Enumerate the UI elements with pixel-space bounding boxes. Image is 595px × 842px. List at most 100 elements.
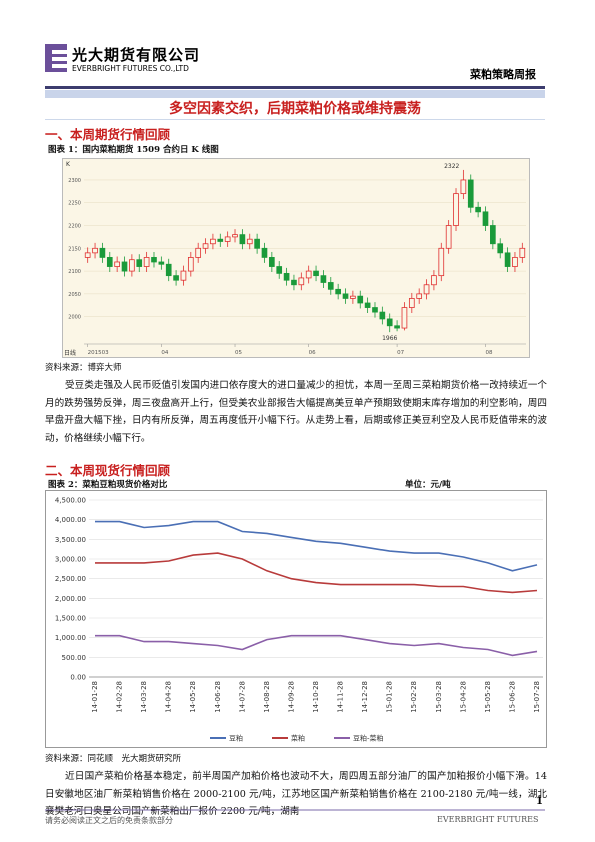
section-heading: 二、本周现货行情回顾 <box>45 463 171 478</box>
candle-body <box>291 279 297 286</box>
candle-body <box>143 257 150 267</box>
figure-source: 资料来源：同花顺 光大期货研究所 <box>45 754 182 764</box>
candle-body <box>99 247 106 258</box>
annotation: 1966 <box>382 335 397 342</box>
candle-body <box>305 270 312 279</box>
candle-body <box>438 247 445 277</box>
y-tick-label: 2200 <box>68 224 81 230</box>
candle-body <box>254 238 260 249</box>
y-tick-label: 3,000.00 <box>55 556 86 564</box>
company-name: 光大期货有限公司 <box>72 46 201 64</box>
candle-body <box>453 193 459 226</box>
candle-body <box>423 284 430 295</box>
disclaimer: 请务必阅读正文之后的免责条款部分 <box>45 816 173 825</box>
company-name-en: EVERBRIGHT FUTURES CO.,LTD <box>72 64 189 73</box>
x-tick-label: 15-03-28 <box>435 681 443 713</box>
x-axis-label: 日线 <box>64 349 76 357</box>
y-tick-label: 1,500.00 <box>55 615 86 623</box>
y-tick-label: 2300 <box>68 178 81 184</box>
candle-body <box>84 252 91 258</box>
candle-body <box>298 277 305 286</box>
candle-body <box>202 243 209 249</box>
x-tick-label: 14-06-28 <box>214 681 222 713</box>
x-tick-label: 15-06-28 <box>508 681 516 713</box>
series-line <box>95 520 538 572</box>
candle-body <box>504 252 511 267</box>
paragraph: 受豆类走强及人民币贬值引发国内进口依存度大的进口量减少的担忧，本周一至周三菜粕期… <box>45 380 547 444</box>
candle-body <box>357 295 364 304</box>
page-number: 1 <box>536 796 543 807</box>
logo-stripe <box>52 64 67 68</box>
candle-body <box>350 295 356 299</box>
series-line <box>95 634 538 657</box>
y-tick-label: 2250 <box>68 201 81 207</box>
candle-body <box>490 225 496 245</box>
candle-body <box>217 238 224 242</box>
candle-body <box>379 311 386 320</box>
x-tick-label: 14-02-28 <box>116 681 124 713</box>
legend-label: 菜粕 <box>291 734 305 743</box>
x-tick-label: 15-04-28 <box>459 681 467 713</box>
y-tick-label: 1,000.00 <box>55 634 86 642</box>
y-tick-label: 3,500.00 <box>55 536 86 544</box>
candle-body <box>92 247 98 254</box>
figure-unit: 单位：元/吨 <box>405 480 451 490</box>
x-tick-label: 15-05-28 <box>484 681 492 713</box>
x-tick-label: 14-03-28 <box>140 681 148 713</box>
y-tick-label: 500.00 <box>62 654 87 662</box>
candle-body <box>195 247 202 258</box>
header-band <box>45 90 545 98</box>
candle-body <box>342 293 349 299</box>
candle-body <box>276 266 283 274</box>
candle-body <box>519 247 526 258</box>
plot-bg <box>62 158 530 358</box>
figure-source: 资料来源：博弈大师 <box>45 363 122 373</box>
candle-body <box>114 261 120 267</box>
y-tick-label: 2050 <box>68 292 81 298</box>
candle-body <box>269 257 275 267</box>
candle-body <box>246 238 253 245</box>
candle-body <box>460 179 467 195</box>
section-heading: 一、本周期货行情回顾 <box>45 127 171 142</box>
x-tick-label: 07 <box>397 350 404 356</box>
doc-title: 多空因素交织，后期菜粕价格或维持震荡 <box>169 101 421 117</box>
x-tick-label: 14-08-28 <box>263 681 271 713</box>
header-graphics <box>45 44 545 120</box>
line-chart: 0.00 500.00 1,000.00 1,500.00 2,000.00 2,500.… <box>45 490 547 748</box>
x-tick-label: 14-04-28 <box>165 681 173 713</box>
candle-body <box>151 257 157 263</box>
x-tick-label: 201503 <box>88 350 109 356</box>
report-type: 菜粕策略周报 <box>470 68 536 81</box>
logo-stripe <box>52 57 67 61</box>
candlestick-chart: 2000 2050 2100 2150 2200 2250 2300 K 日线 201503 04 0… <box>62 158 530 358</box>
candle-body <box>372 307 378 313</box>
y-tick-label: 4,000.00 <box>55 516 86 524</box>
legend-label: 豆粕-菜粕 <box>353 734 384 743</box>
x-tick-label: 15-07-28 <box>533 681 541 713</box>
x-tick-label: 06 <box>309 350 316 356</box>
candle-body <box>431 275 437 286</box>
y-axis-label: K <box>66 161 71 168</box>
candle-body <box>320 275 327 283</box>
candle-body <box>187 257 194 272</box>
figure-caption: 图表 1：国内菜粕期货 1509 合约日 K 线图 <box>48 145 219 155</box>
y-tick-label: 2100 <box>68 269 81 275</box>
candle-body <box>173 275 179 281</box>
candle-body <box>467 179 474 208</box>
candle-body <box>327 282 334 290</box>
candle-body <box>158 261 165 265</box>
x-tick-label: 14-05-28 <box>189 681 197 713</box>
candle-body <box>129 259 135 272</box>
candle-body <box>232 234 238 238</box>
x-tick-label: 14-11-28 <box>337 681 345 713</box>
candle-body <box>313 270 319 277</box>
logo-stripe <box>52 50 67 54</box>
candle-body <box>416 293 423 299</box>
candle-body <box>165 263 172 277</box>
candle-body <box>180 270 187 281</box>
candle-body <box>497 243 504 254</box>
chart-frame <box>45 490 547 748</box>
candle-body <box>482 211 489 226</box>
paragraph: 近日国产菜粕价格基本稳定，前半周国产加粕价格也波动不大，周四周五部分油厂的国产加… <box>45 771 547 817</box>
